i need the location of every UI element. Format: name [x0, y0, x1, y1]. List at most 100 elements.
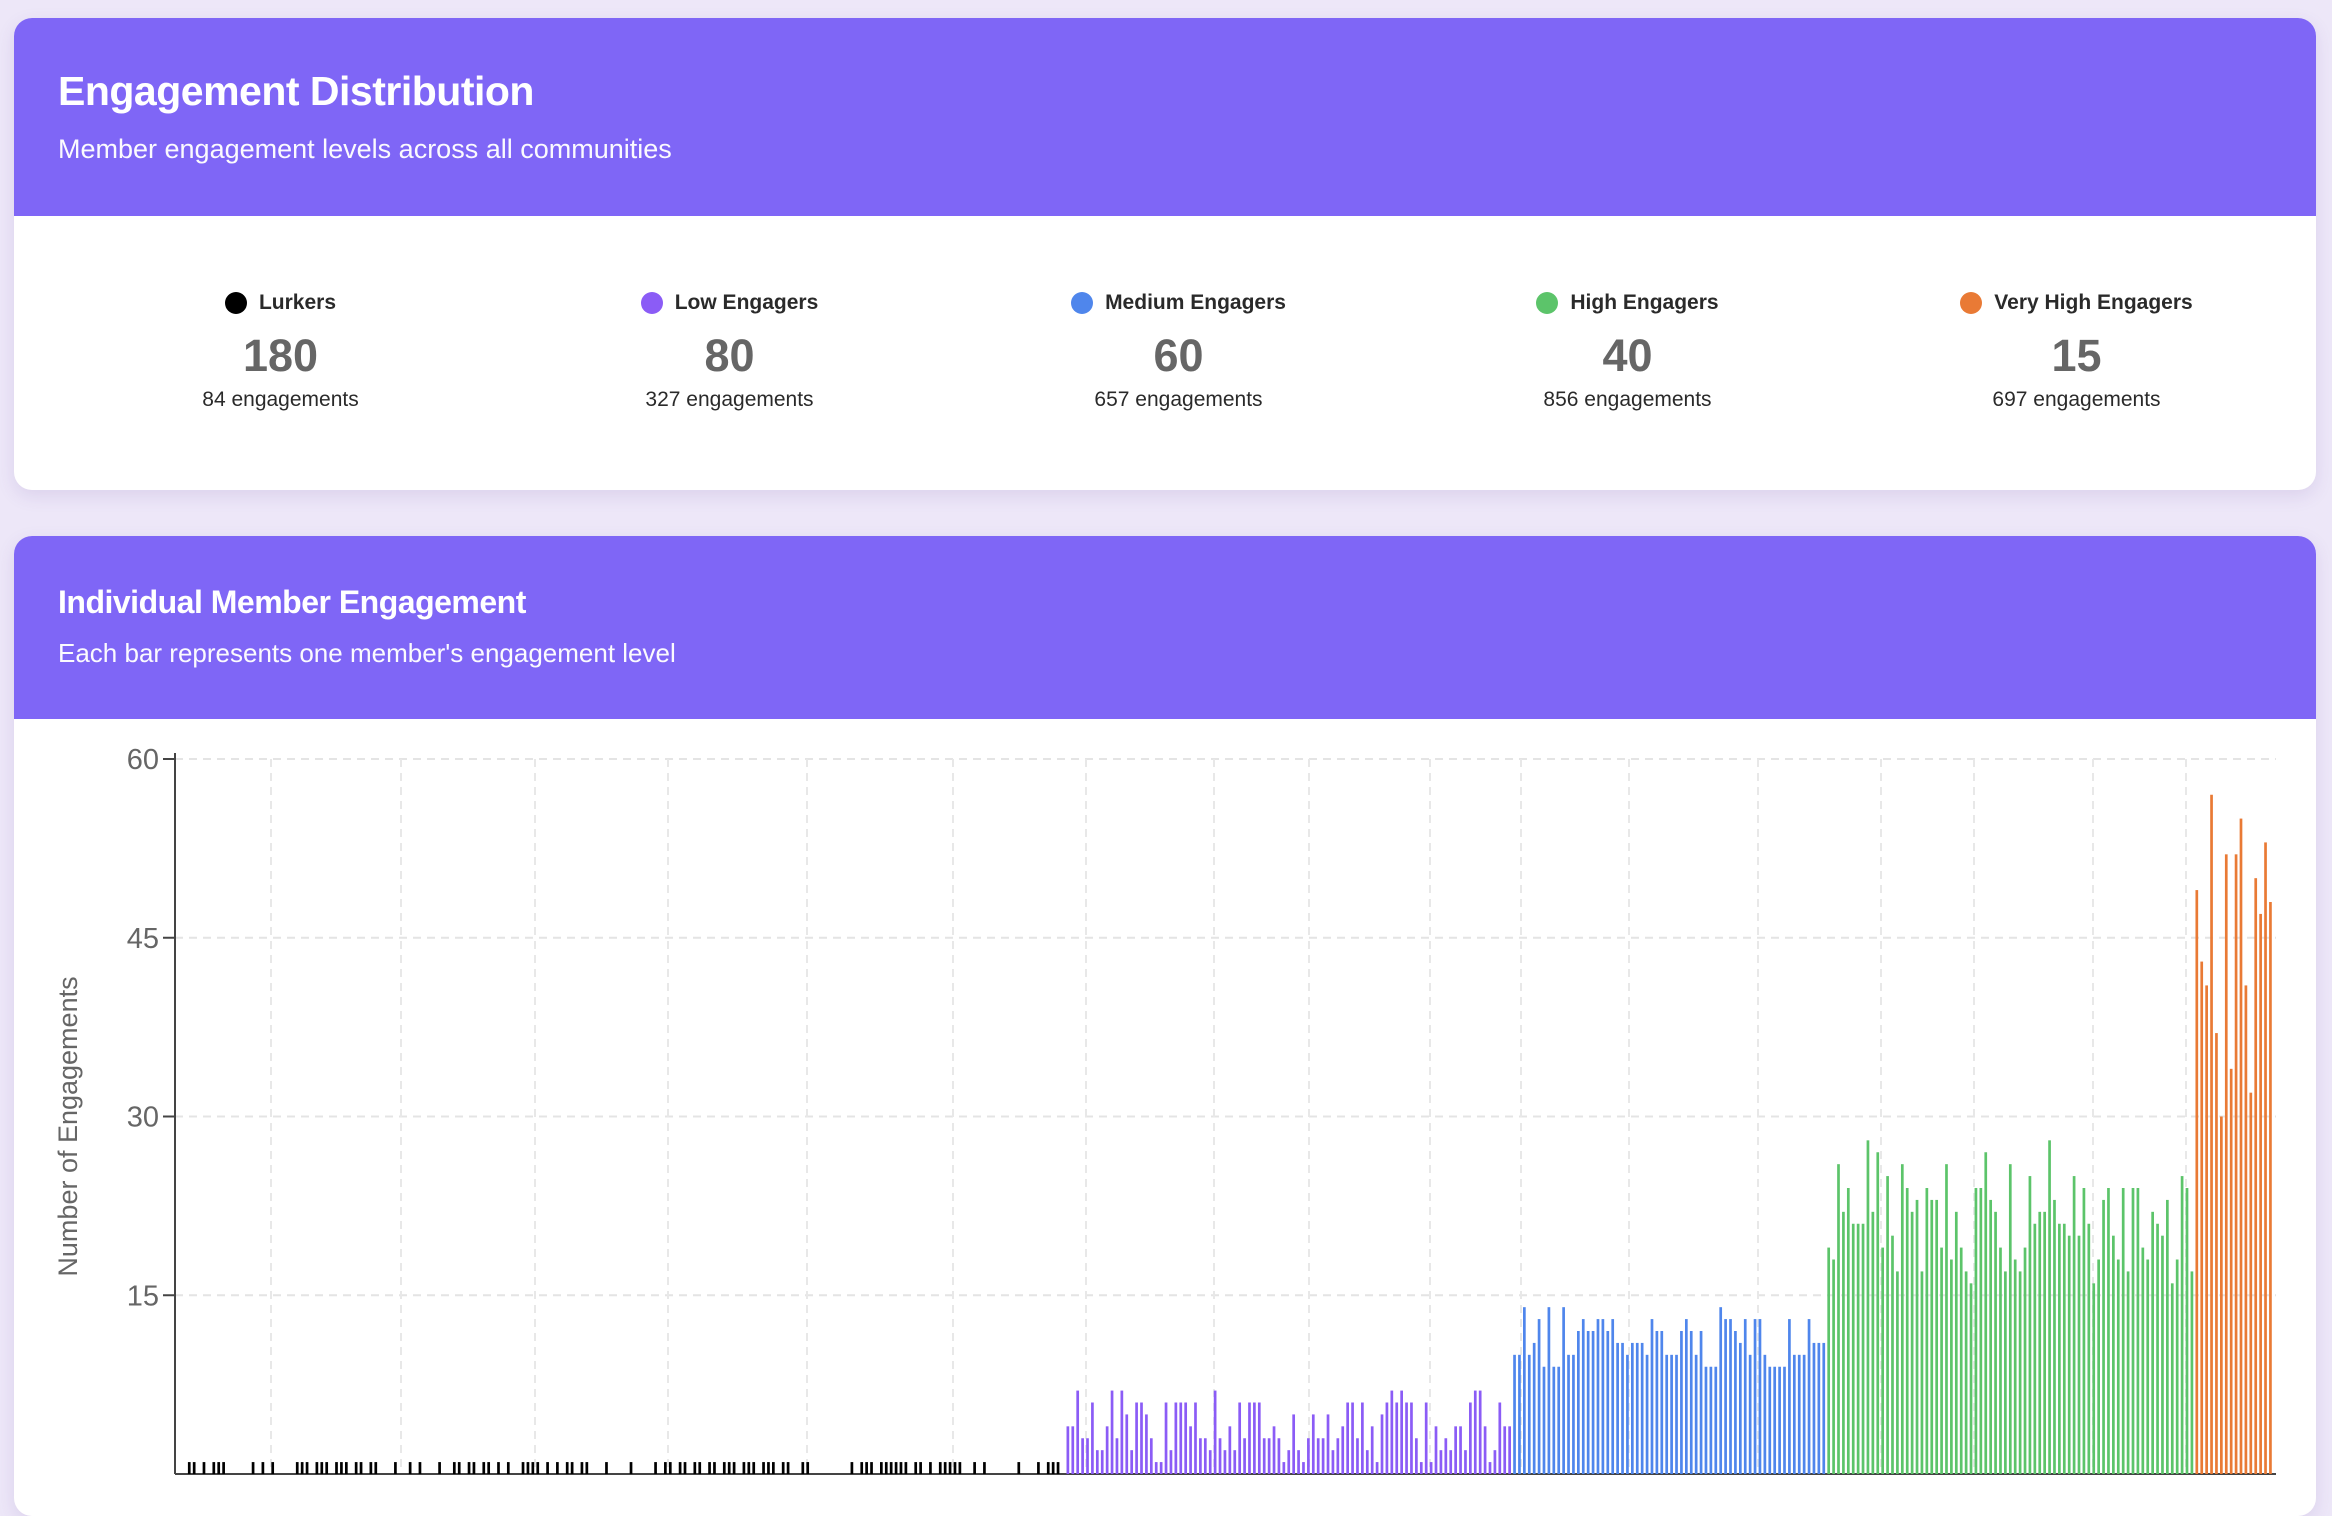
bar	[683, 1462, 687, 1474]
bar	[1964, 1271, 1968, 1474]
bar	[1753, 1319, 1757, 1474]
bar	[2195, 890, 2199, 1474]
bar	[1999, 1247, 2002, 1474]
stat-engagements: 84 engagements	[202, 388, 359, 411]
bar	[1606, 1331, 1610, 1474]
legend-dot-icon	[1960, 292, 1983, 314]
bar	[1621, 1342, 1624, 1474]
bar	[1149, 1438, 1153, 1474]
bar	[1017, 1462, 1021, 1474]
stat-low-engagers: Low Engagers 80 327 engagements	[505, 286, 954, 412]
bar	[2215, 1033, 2218, 1474]
bar	[1439, 1450, 1443, 1474]
legend-dot-icon	[224, 292, 247, 314]
bar	[1478, 1390, 1482, 1474]
bar	[202, 1462, 206, 1474]
bar	[1945, 1164, 1948, 1474]
bar	[1577, 1331, 1580, 1474]
bar	[1464, 1450, 1467, 1474]
bar	[2264, 842, 2267, 1474]
stat-label: Medium Engagers	[1105, 291, 1286, 314]
bar	[1257, 1402, 1261, 1474]
bar	[1851, 1223, 1855, 1474]
bar	[585, 1462, 589, 1474]
bar	[1336, 1438, 1340, 1474]
bar	[1365, 1450, 1369, 1474]
bar	[1734, 1331, 1737, 1474]
bar	[300, 1462, 304, 1474]
bar	[1871, 1211, 1875, 1474]
bar	[1361, 1402, 1364, 1474]
bar	[1321, 1438, 1325, 1474]
bar	[1203, 1438, 1207, 1474]
stat-engagements: 856 engagements	[1543, 388, 1712, 411]
bar	[531, 1462, 535, 1474]
bar	[438, 1462, 441, 1474]
bar	[1994, 1211, 1997, 1474]
bar	[693, 1462, 697, 1474]
bar	[1100, 1450, 1104, 1474]
bar	[580, 1462, 584, 1474]
bar	[565, 1462, 569, 1474]
bar	[1837, 1164, 1840, 1474]
bar	[394, 1462, 397, 1474]
stat-count: 15	[2051, 330, 2102, 381]
bar	[482, 1462, 486, 1474]
bar	[1331, 1450, 1335, 1474]
bar	[1537, 1319, 1541, 1474]
bar	[506, 1462, 510, 1474]
bar	[536, 1462, 540, 1474]
bar	[1989, 1199, 1993, 1474]
bar	[983, 1462, 986, 1474]
bar	[1307, 1438, 1310, 1474]
legend-dot-icon	[1536, 292, 1559, 314]
bar	[2200, 961, 2204, 1474]
page-title: Engagement Distribution	[58, 68, 534, 114]
bar	[1292, 1414, 1296, 1474]
bar	[1115, 1438, 1119, 1474]
bar	[2126, 1271, 2130, 1474]
bar	[1562, 1307, 1565, 1474]
bar	[2087, 1223, 2091, 1474]
bar	[1827, 1247, 1831, 1474]
bar	[2043, 1211, 2046, 1474]
bar	[1930, 1199, 1934, 1474]
bar	[1876, 1152, 1880, 1474]
bar	[1743, 1319, 1747, 1474]
bar	[354, 1462, 358, 1474]
bar	[1351, 1402, 1354, 1474]
bar	[727, 1462, 731, 1474]
bar	[629, 1462, 633, 1474]
bar	[1596, 1319, 1600, 1474]
bar	[1905, 1188, 1909, 1474]
bar	[1223, 1450, 1227, 1474]
bar	[884, 1462, 888, 1474]
bar	[1380, 1414, 1384, 1474]
bar	[1267, 1438, 1271, 1474]
bar	[1508, 1426, 1511, 1474]
bar	[1738, 1342, 1742, 1474]
bar	[1434, 1426, 1438, 1474]
stat-label: High Engagers	[1570, 291, 1719, 314]
bar	[320, 1462, 324, 1474]
bar	[2185, 1188, 2189, 1474]
bar	[2033, 1223, 2037, 1474]
bar	[1488, 1462, 1492, 1474]
bar	[212, 1462, 216, 1474]
bar	[1518, 1354, 1521, 1474]
bar	[1174, 1402, 1178, 1474]
bar	[1154, 1462, 1158, 1474]
bar	[1542, 1366, 1546, 1474]
bar	[1140, 1402, 1143, 1474]
bar	[1095, 1450, 1099, 1474]
bar	[1341, 1426, 1345, 1474]
bar	[2234, 854, 2238, 1474]
bar	[899, 1462, 903, 1474]
bar	[1238, 1402, 1242, 1474]
bar	[271, 1462, 275, 1474]
bar	[1503, 1426, 1507, 1474]
stat-label: Lurkers	[258, 291, 337, 314]
bar	[1660, 1331, 1664, 1474]
bar	[772, 1462, 775, 1474]
bar	[1940, 1247, 1943, 1474]
